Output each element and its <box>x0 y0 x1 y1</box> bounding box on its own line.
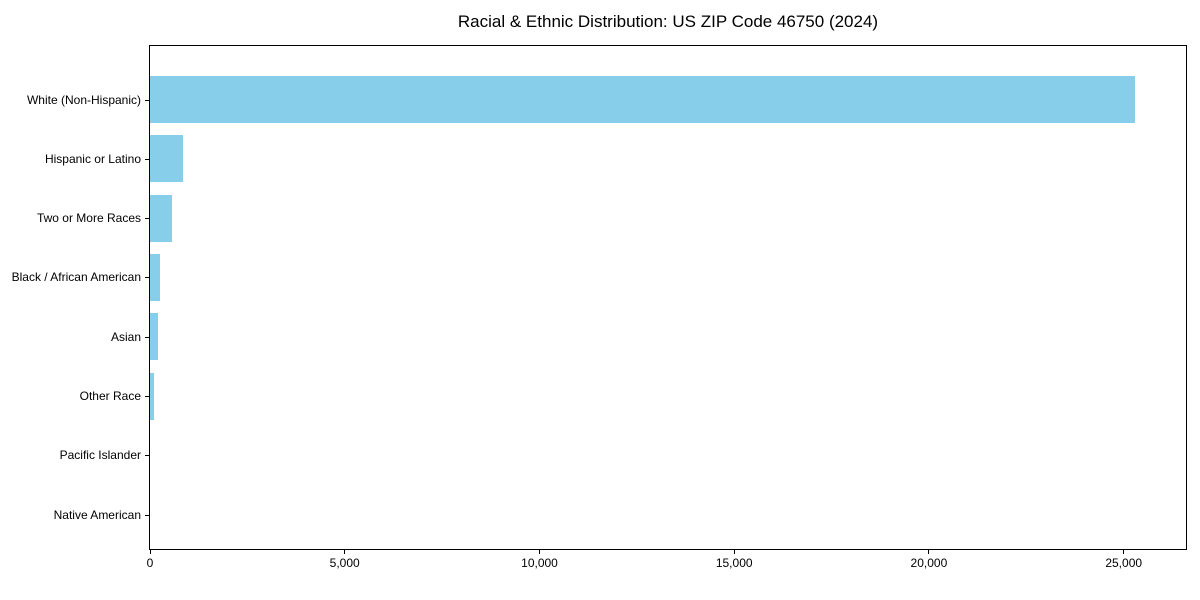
x-tick-label: 0 <box>146 556 154 570</box>
x-tick-label: 10,000 <box>521 556 558 570</box>
x-tick <box>539 550 540 554</box>
y-tick <box>145 159 149 160</box>
y-axis-label: Two or More Races <box>36 211 141 226</box>
y-axis-label: Pacific Islander <box>59 448 141 463</box>
y-tick <box>145 337 149 338</box>
y-tick <box>145 455 149 456</box>
chart-title: Racial & Ethnic Distribution: US ZIP Cod… <box>457 12 879 31</box>
x-tick <box>733 550 735 554</box>
y-axis-label: Hispanic or Latino <box>44 151 141 166</box>
bar <box>150 313 158 361</box>
y-tick <box>145 100 149 101</box>
y-tick <box>145 396 149 397</box>
y-tick <box>145 515 149 516</box>
x-tick-label: 20,000 <box>910 556 948 570</box>
bar <box>150 135 183 183</box>
x-tick-label: 25,000 <box>1105 556 1143 570</box>
x-tick <box>928 550 930 554</box>
x-tick <box>344 550 346 554</box>
y-axis-label: Native American <box>53 507 141 522</box>
x-tick-label: 5,000 <box>329 556 360 570</box>
y-axis-label: Asian <box>110 329 141 344</box>
y-axis-label: Other Race <box>79 389 141 403</box>
y-axis-label: White (Non-Hispanic) <box>26 92 141 107</box>
plot-area: White (Non-Hispanic) Hispanic or Latino Tw… <box>12 45 1187 570</box>
y-tick <box>145 277 149 278</box>
bar <box>150 76 1135 123</box>
y-tick <box>145 218 149 219</box>
bar <box>150 194 172 242</box>
x-tick-label: 15,000 <box>715 556 753 570</box>
y-axis-label: Black / African American <box>11 270 141 285</box>
bar <box>150 253 160 301</box>
x-tick <box>149 550 151 554</box>
bar <box>150 372 154 420</box>
x-tick <box>1123 550 1125 554</box>
